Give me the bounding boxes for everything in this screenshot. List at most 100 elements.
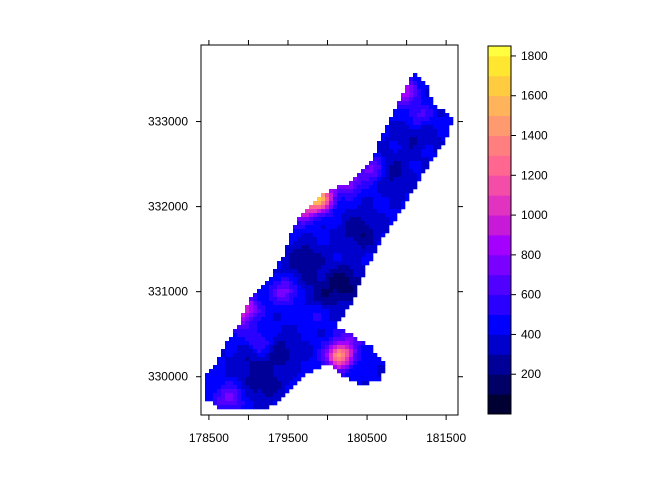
surface-cell — [293, 293, 298, 298]
surface-cell — [357, 341, 362, 346]
surface-cell — [337, 245, 342, 250]
surface-cell — [329, 237, 334, 242]
surface-cell — [353, 237, 358, 242]
surface-cell — [237, 377, 242, 382]
surface-cell — [389, 157, 394, 162]
surface-cell — [425, 97, 430, 102]
surface-cell — [365, 245, 370, 250]
surface-cell — [341, 237, 346, 242]
surface-cell — [301, 305, 306, 310]
surface-cell — [385, 229, 390, 234]
surface-cell — [261, 285, 266, 290]
surface-cell — [237, 365, 242, 370]
surface-cell — [353, 265, 358, 270]
surface-cell — [293, 373, 298, 378]
surface-cell — [341, 365, 346, 370]
surface-cell — [253, 305, 258, 310]
surface-cell — [393, 149, 398, 154]
surface-cell — [377, 377, 382, 382]
surface-cell — [365, 381, 370, 386]
surface-cell — [253, 341, 258, 346]
surface-cell — [233, 377, 238, 382]
surface-cell — [377, 241, 382, 246]
surface-cell — [337, 185, 342, 190]
surface-cell — [405, 185, 410, 190]
surface-cell — [369, 345, 374, 350]
surface-cell — [297, 293, 302, 298]
surface-cell — [229, 385, 234, 390]
surface-cell — [349, 357, 354, 362]
surface-cell — [269, 281, 274, 286]
surface-cell — [385, 145, 390, 150]
surface-cell — [341, 209, 346, 214]
surface-cell — [369, 201, 374, 206]
surface-cell — [209, 369, 214, 374]
surface-cell — [401, 141, 406, 146]
surface-cell — [317, 301, 322, 306]
surface-cell — [337, 269, 342, 274]
surface-cell — [413, 133, 418, 138]
surface-cell — [349, 277, 354, 282]
surface-cell — [321, 345, 326, 350]
surface-cell — [293, 273, 298, 278]
surface-cell — [285, 369, 290, 374]
surface-cell — [229, 361, 234, 366]
surface-cell — [281, 297, 286, 302]
surface-cell — [245, 385, 250, 390]
surface-cell — [285, 277, 290, 282]
surface-cell — [345, 365, 350, 370]
surface-cell — [389, 137, 394, 142]
surface-cell — [437, 113, 442, 118]
surface-cell — [317, 201, 322, 206]
surface-cell — [301, 317, 306, 322]
surface-cell — [269, 393, 274, 398]
surface-cell — [273, 353, 278, 358]
surface-cell — [305, 329, 310, 334]
surface-cell — [345, 193, 350, 198]
surface-cell — [377, 213, 382, 218]
surface-cell — [253, 321, 258, 326]
surface-cell — [341, 361, 346, 366]
surface-cell — [425, 161, 430, 166]
surface-cell — [425, 153, 430, 158]
surface-cell — [333, 337, 338, 342]
surface-cell — [309, 345, 314, 350]
surface-cell — [205, 397, 210, 402]
surface-cell — [277, 277, 282, 282]
surface-cell — [385, 209, 390, 214]
surface-cell — [417, 133, 422, 138]
surface-cell — [245, 305, 250, 310]
surface-cell — [257, 345, 262, 350]
surface-cell — [309, 217, 314, 222]
surface-cell — [369, 161, 374, 166]
surface-cell — [345, 273, 350, 278]
surface-cell — [325, 209, 330, 214]
surface-cell — [273, 277, 278, 282]
surface-cell — [349, 333, 354, 338]
surface-cell — [297, 321, 302, 326]
surface-cell — [329, 301, 334, 306]
surface-cell — [433, 145, 438, 150]
surface-cell — [273, 377, 278, 382]
surface-cell — [237, 401, 242, 406]
surface-cell — [277, 313, 282, 318]
surface-cell — [233, 361, 238, 366]
color-key-label: 1000 — [521, 208, 548, 222]
surface-cell — [353, 349, 358, 354]
surface-cell — [289, 365, 294, 370]
surface-cell — [385, 133, 390, 138]
surface-cell — [325, 277, 330, 282]
surface-cell — [285, 341, 290, 346]
surface-cell — [309, 289, 314, 294]
surface-cell — [397, 157, 402, 162]
color-key-label: 1600 — [521, 89, 548, 103]
surface-cell — [273, 285, 278, 290]
color-key-swatch — [488, 75, 511, 97]
surface-cell — [257, 313, 262, 318]
surface-cell — [249, 385, 254, 390]
surface-cell — [345, 245, 350, 250]
surface-cell — [361, 369, 366, 374]
surface-cell — [389, 129, 394, 134]
surface-cell — [269, 385, 274, 390]
surface-cell — [297, 317, 302, 322]
